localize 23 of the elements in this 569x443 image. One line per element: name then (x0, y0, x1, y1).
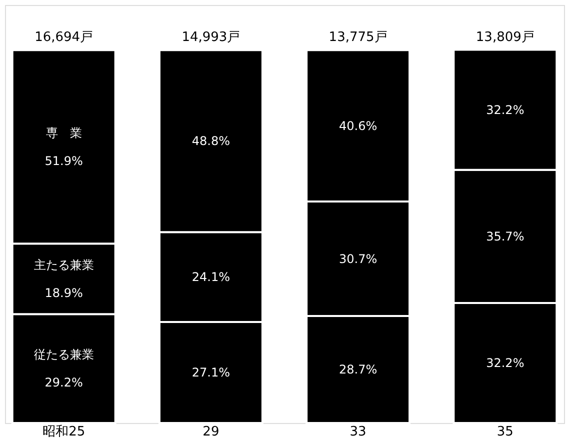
text: 13,809戸 (476, 30, 534, 45)
data-label: 24.1% (192, 270, 230, 284)
data-label: 51.9% (44, 154, 83, 168)
data-label: 30.7% (338, 252, 378, 266)
series-label: 主たる兼業 (34, 258, 94, 272)
data-label: 29.2% (44, 376, 83, 390)
data-label: 28.7% (338, 362, 378, 376)
data-label: 48.8% (192, 134, 230, 148)
text: 16,694戸 (34, 30, 94, 46)
x-tick-label: 33 (350, 424, 366, 440)
text: 14,993戸 (182, 30, 240, 46)
series-label: 従たる兼業 (34, 348, 94, 362)
data-label: 27.1% (192, 365, 230, 380)
series-label: 専 業 (46, 126, 82, 140)
text: 13,775戸 (328, 30, 388, 46)
x-tick-label: 昭和25 (42, 424, 86, 440)
x-tick-label: 35 (496, 424, 514, 440)
data-label: 32.2% (486, 102, 524, 117)
data-label: 35.7% (486, 229, 524, 244)
data-label: 18.9% (44, 286, 83, 300)
x-tick-label: 29 (202, 424, 220, 440)
data-label: 32.2% (486, 356, 524, 370)
data-label: 40.6% (338, 118, 378, 133)
